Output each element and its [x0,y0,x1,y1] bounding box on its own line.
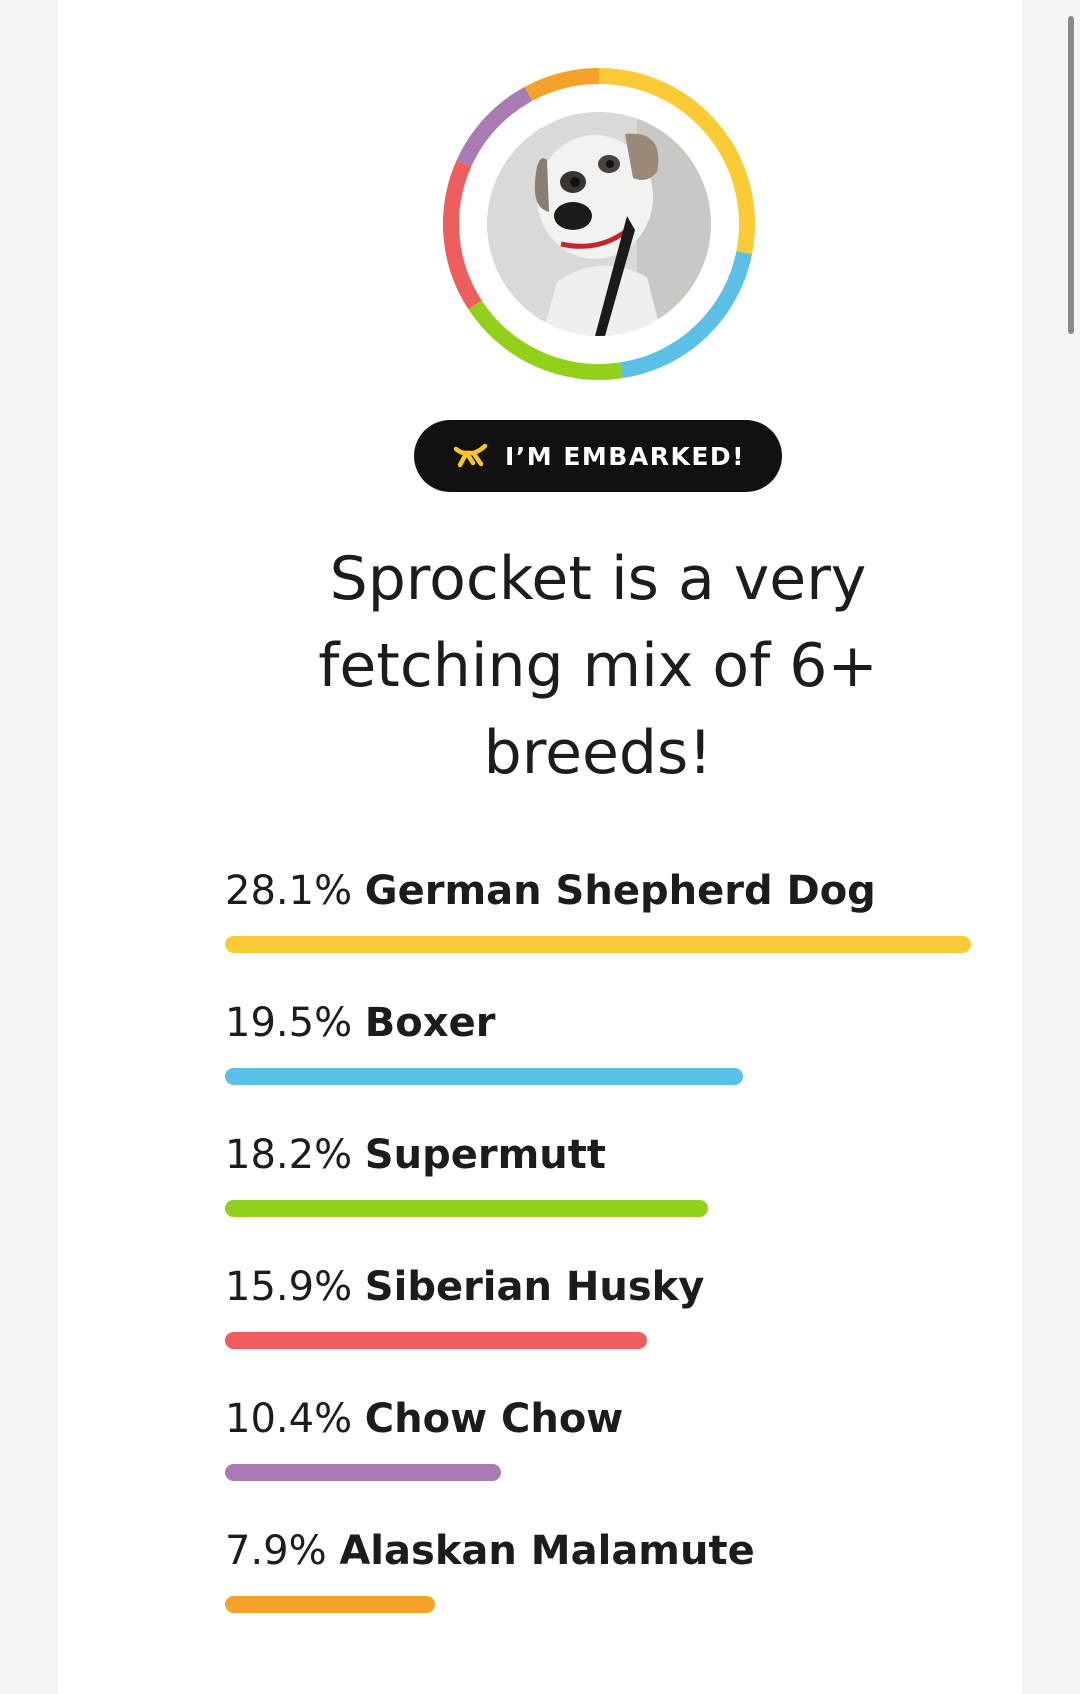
breed-bar [225,1068,743,1085]
breed-bar [225,1332,648,1349]
breed-percent: 19.5% [225,1000,353,1046]
breed-percent: 7.9% [225,1528,327,1574]
breed-bar-track [225,1332,971,1349]
breed-label: 15.9% Siberian Husky [225,1262,704,1312]
breed-label: 10.4% Chow Chow [225,1394,623,1444]
dog-photo [487,112,711,336]
ring-segment [598,68,755,255]
breed-bar-track [225,1200,971,1217]
breed-name: German Shepherd Dog [364,868,876,914]
ring-segment [443,160,482,310]
embarked-badge: I’M EMBARKED! [414,420,782,492]
breed-ring-chart [443,68,755,380]
breed-bar-track [225,1464,971,1481]
ring-segment [524,68,600,101]
breed-bar [225,1200,709,1217]
breed-label: 19.5% Boxer [225,998,495,1048]
breed-label: 7.9% Alaskan Malamute [225,1526,755,1576]
breed-name: Alaskan Malamute [339,1528,755,1574]
scrollbar[interactable] [1068,16,1074,334]
breed-percent: 10.4% [225,1396,353,1442]
breed-row[interactable]: 7.9% Alaskan Malamute [225,1526,971,1658]
breed-name: Supermutt [364,1132,606,1178]
ring-segment [468,300,623,380]
breed-percent: 18.2% [225,1132,353,1178]
breed-name: Chow Chow [364,1396,624,1442]
breed-list: 28.1% German Shepherd Dog 19.5% Boxer 18.2… [225,866,971,1658]
embarked-badge-label: I’M EMBARKED! [504,441,746,471]
breed-name: Boxer [364,1000,496,1046]
breed-row[interactable]: 19.5% Boxer [225,998,971,1130]
dog-photo-illustration [487,112,711,336]
breed-row[interactable]: 18.2% Supermutt [225,1130,971,1262]
breed-mix-headline: Sprocket is a very fetching mix of 6+ br… [318,544,878,788]
breed-percent: 28.1% [225,868,353,914]
breed-bar [225,936,971,953]
breed-bar [225,1596,435,1613]
ring-segment [456,86,533,167]
breed-bar-track [225,1068,971,1085]
ring-svg [443,68,755,380]
breed-bar-track [225,936,971,953]
breed-bar-track [225,1596,971,1613]
breed-row[interactable]: 10.4% Chow Chow [225,1394,971,1526]
breed-row[interactable]: 28.1% German Shepherd Dog [225,866,971,998]
breed-label: 28.1% German Shepherd Dog [225,866,876,916]
breed-bar [225,1464,502,1481]
balloon-dog-icon [451,441,491,471]
breed-label: 18.2% Supermutt [225,1130,606,1180]
breed-results-card: I’M EMBARKED! Sprocket is a very fetchin… [58,0,1022,1694]
breed-percent: 15.9% [225,1264,353,1310]
ring-segment [619,251,753,379]
breed-row[interactable]: 15.9% Siberian Husky [225,1262,971,1394]
breed-name: Siberian Husky [364,1264,705,1310]
